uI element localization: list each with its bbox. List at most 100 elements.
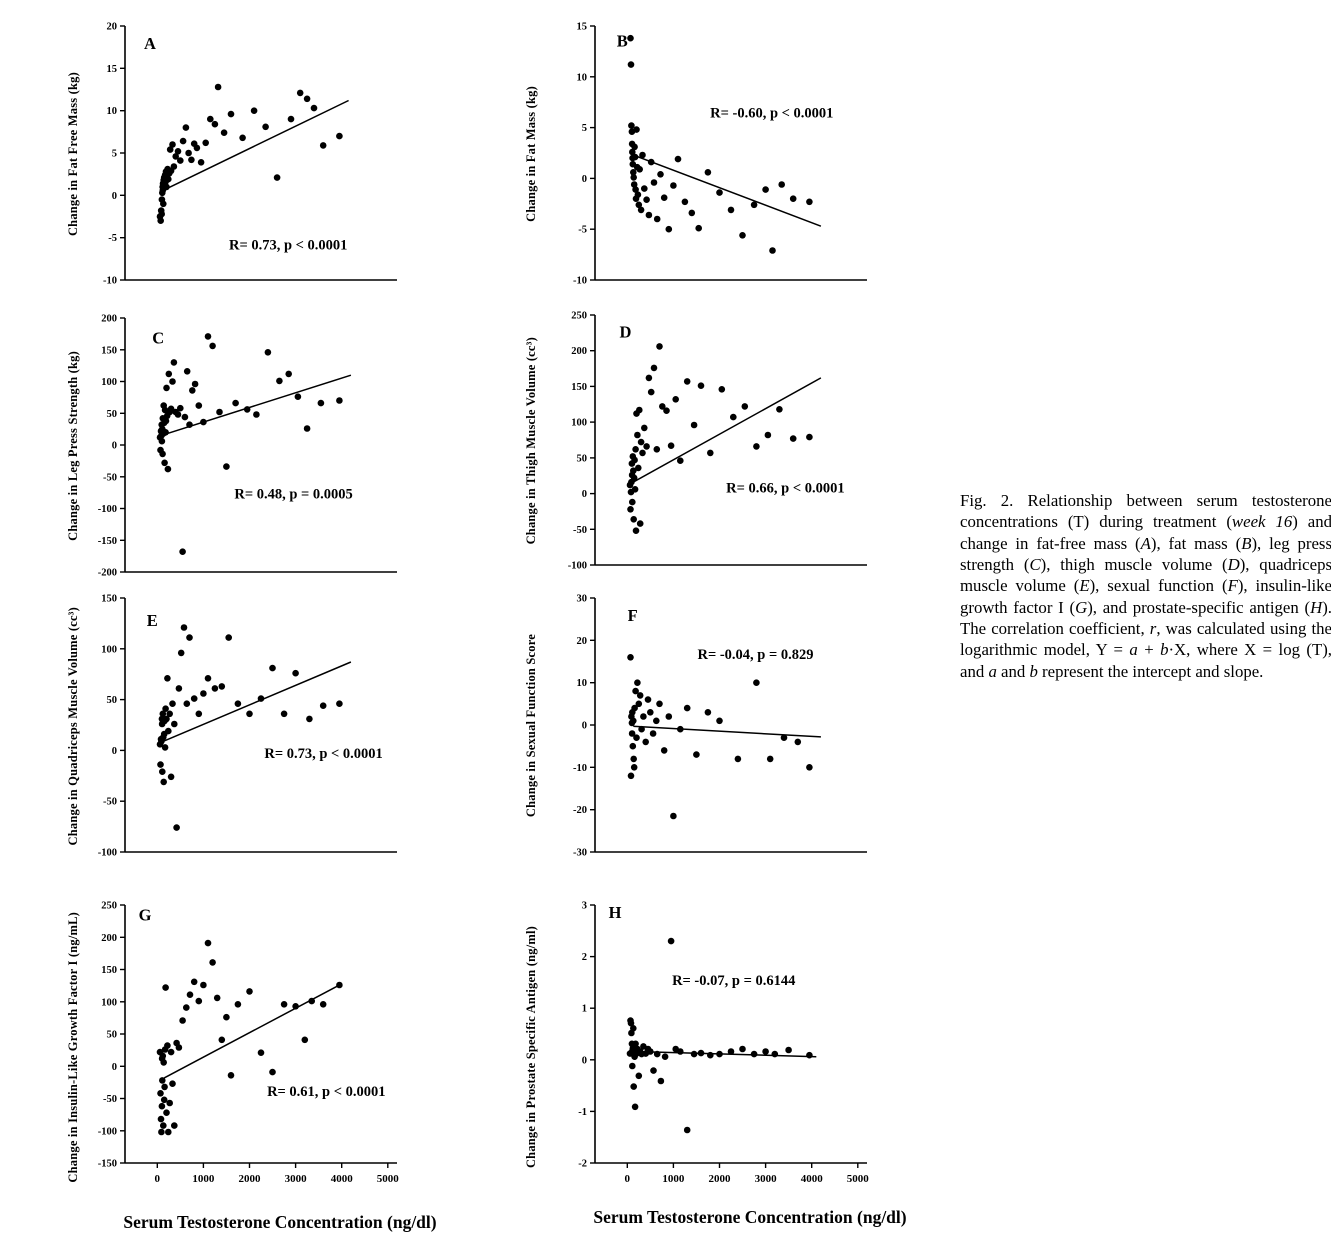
- panel-g-chart: 250 200 150 100 50 0 -50 -100 -150 0 1000 2000 3000 4…: [79, 897, 409, 1197]
- panel-d-svg: 250 200 150 100 50 0 -50 -100 D R= 0.66, p < 0.00…: [568, 311, 867, 572]
- svg-text:50: 50: [577, 453, 588, 464]
- svg-text:30: 30: [577, 594, 588, 605]
- svg-text:-10: -10: [573, 763, 587, 774]
- svg-text:200: 200: [571, 346, 587, 357]
- x-axis-title-left: Serum Testosterone Concentration (ng/dl): [123, 1212, 437, 1232]
- svg-text:250: 250: [101, 901, 117, 912]
- panel-b-chart: 15 10 5 0 -5 -10 B R= -0.60, p < 0.0001: [549, 18, 879, 290]
- panel-b-ylabel-text: Change in Fat Mass (kg): [523, 86, 538, 222]
- svg-text:0: 0: [155, 1173, 161, 1185]
- correlation-annotation: R= 0.48, p = 0.0005: [234, 486, 352, 502]
- caption-segment: Fig. 2. Relationship between serum testo…: [960, 491, 1331, 532]
- trend-line: [163, 661, 352, 742]
- caption-segment: C: [1029, 554, 1041, 574]
- trend-line: [633, 725, 821, 738]
- panel-f-chart: 30 20 10 0 -10 -20 -30 F R= -0.04, p = 0.829: [549, 590, 879, 862]
- svg-text:0: 0: [582, 174, 587, 185]
- svg-text:-20: -20: [573, 805, 587, 816]
- panel-h-svg: 3 2 1 0 -1 -2 0 1000 2000 3000 4000 5000 H R= -0.07, …: [578, 901, 870, 1186]
- panel-b-svg: 15 10 5 0 -5 -10 B R= -0.60, p < 0.0001: [573, 22, 867, 287]
- panel-c-chart: 200 150 100 50 0 -50 -100 -150 -200 C R= 0.48, p =…: [79, 310, 409, 582]
- correlation-annotation: R= -0.04, p = 0.829: [697, 647, 813, 663]
- caption-segment: and: [996, 661, 1030, 681]
- svg-text:-200: -200: [98, 568, 117, 579]
- caption-segment: ), sexual function (: [1089, 576, 1228, 596]
- svg-text:0: 0: [625, 1173, 631, 1185]
- svg-text:5: 5: [112, 149, 117, 160]
- panel-letter: E: [147, 611, 158, 630]
- panel-letter: C: [152, 328, 164, 347]
- y-tick-labels: 250 200 150 100 50 0 -50 -100 -150: [98, 901, 125, 1170]
- panel-f-ylabel: Change in Sexual Function Score: [516, 590, 546, 862]
- x-tick-labels: 0 1000 2000 3000 4000 5000: [155, 1163, 399, 1185]
- svg-text:5000: 5000: [847, 1173, 870, 1185]
- panel-letter: A: [144, 34, 156, 53]
- trend-line: [163, 983, 342, 1079]
- svg-text:3000: 3000: [285, 1173, 308, 1185]
- scatter-points: [626, 343, 813, 534]
- svg-text:50: 50: [107, 695, 118, 706]
- svg-text:-150: -150: [98, 536, 117, 547]
- trend-line: [633, 154, 822, 227]
- scatter-points: [156, 83, 343, 224]
- svg-text:0: 0: [582, 1055, 587, 1066]
- caption-segment: G: [1075, 597, 1088, 617]
- panel-a-svg: 20 15 10 5 0 -5 -10 A R= 0.73, p < 0.0001: [103, 22, 397, 287]
- caption-segment: H: [1310, 597, 1323, 617]
- scatter-points: [627, 654, 813, 820]
- svg-text:100: 100: [101, 377, 117, 388]
- trend-line: [633, 1050, 817, 1058]
- svg-text:100: 100: [101, 644, 117, 655]
- correlation-annotation: R= 0.73, p < 0.0001: [264, 746, 382, 762]
- svg-text:1000: 1000: [662, 1173, 685, 1185]
- svg-text:20: 20: [577, 636, 588, 647]
- caption-segment: ), thigh muscle volume (: [1040, 554, 1228, 574]
- svg-text:3: 3: [582, 901, 587, 912]
- trend-line: [162, 99, 349, 191]
- caption-segment: A: [1140, 533, 1151, 553]
- svg-text:50: 50: [107, 409, 118, 420]
- svg-text:-100: -100: [98, 504, 117, 515]
- svg-text:100: 100: [101, 997, 117, 1008]
- panel-h-chart: 3 2 1 0 -1 -2 0 1000 2000 3000 4000 5000 H R= -0.07, …: [549, 897, 879, 1197]
- svg-text:-1: -1: [578, 1107, 587, 1118]
- caption-segment: b: [1160, 640, 1169, 660]
- svg-text:-5: -5: [108, 233, 117, 244]
- caption-segment: , was calculated using the logarithmic m…: [960, 618, 1331, 660]
- panel-d-ylabel: Change in Thigh Muscle Volume (cc³): [516, 307, 546, 575]
- correlation-annotation: R= -0.60, p < 0.0001: [710, 105, 833, 121]
- panel-e-chart: 150 100 50 0 -50 -100 E R= 0.73, p < 0.0001: [79, 590, 409, 862]
- panel-a-chart: 20 15 10 5 0 -5 -10 A R= 0.73, p < 0.0001: [79, 18, 409, 290]
- svg-text:20: 20: [107, 22, 118, 33]
- caption-segment: a: [1129, 640, 1138, 660]
- panel-h-ylabel: Change in Prostate Specific Antigen (ng/…: [516, 897, 546, 1197]
- svg-text:-10: -10: [573, 276, 587, 287]
- svg-text:150: 150: [101, 594, 117, 605]
- svg-text:4000: 4000: [331, 1173, 354, 1185]
- y-tick-labels: 250 200 150 100 50 0 -50 -100: [568, 311, 595, 572]
- caption-segment: ·X, where X = log (T), and: [960, 640, 1331, 681]
- caption-segment: F: [1227, 576, 1238, 596]
- svg-text:0: 0: [112, 441, 117, 452]
- svg-text:10: 10: [577, 678, 588, 689]
- svg-text:-50: -50: [103, 1094, 117, 1105]
- x-tick-labels: 0 1000 2000 3000 4000 5000: [625, 1163, 870, 1185]
- scatter-points: [627, 34, 813, 254]
- panel-letter: H: [609, 903, 622, 922]
- caption-segment: r: [1149, 618, 1157, 638]
- axes: [124, 598, 397, 853]
- caption-segment: ). The correlation coefficient,: [960, 597, 1331, 638]
- svg-text:1: 1: [582, 1004, 587, 1015]
- panel-e-svg: 150 100 50 0 -50 -100 E R= 0.73, p < 0.0001: [98, 594, 397, 859]
- scatter-points: [156, 624, 343, 831]
- caption-segment: ), and prostate-specific antigen (: [1087, 597, 1311, 617]
- svg-text:-50: -50: [103, 797, 117, 808]
- panel-g-svg: 250 200 150 100 50 0 -50 -100 -150 0 1000 2000 3000 4…: [98, 901, 400, 1186]
- panel-letter: F: [628, 606, 638, 625]
- caption-segment: ) and change in fat-free mass (: [960, 512, 1331, 553]
- caption-segment: represent the intercept and slope.: [1037, 661, 1264, 681]
- correlation-annotation: R= 0.73, p < 0.0001: [229, 238, 347, 254]
- svg-text:3000: 3000: [755, 1173, 778, 1185]
- svg-text:0: 0: [582, 489, 587, 500]
